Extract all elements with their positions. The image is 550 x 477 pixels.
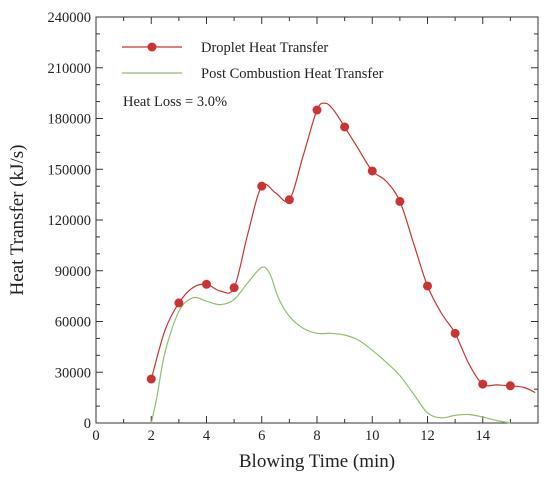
droplet-point <box>257 181 267 191</box>
droplet-point <box>395 196 405 206</box>
x-tick-label: 6 <box>258 428 265 444</box>
droplet-point <box>312 105 322 115</box>
x-tick-label: 14 <box>476 428 491 444</box>
droplet-point <box>340 122 350 132</box>
legend-marker-droplet <box>147 42 157 52</box>
y-tick-label: 60000 <box>55 315 91 331</box>
x-tick-label: 4 <box>203 428 211 444</box>
y-tick-label: 240000 <box>48 10 92 26</box>
y-tick-label: 150000 <box>48 162 92 178</box>
y-tick-label: 90000 <box>55 264 91 280</box>
y-tick-label: 210000 <box>48 61 92 77</box>
legend-label-post-combustion: Post Combustion Heat Transfer <box>201 66 384 82</box>
series-line-post-combustion <box>150 266 511 424</box>
axis-ticks <box>95 16 539 424</box>
droplet-point <box>284 195 294 205</box>
tick-labels: 0 2 4 6 8 10 12 14 0 30000 60000 90000 120000 150000 1… <box>48 10 491 444</box>
series-line-droplet <box>150 102 536 394</box>
droplet-point <box>450 328 460 338</box>
legend-label-droplet: Droplet Heat Transfer <box>201 40 328 56</box>
y-tick-label: 120000 <box>48 213 92 229</box>
y-axis-label: Heat Transfer (kJ/s) <box>7 145 28 296</box>
droplet-point <box>505 381 515 391</box>
y-tick-label: 0 <box>84 416 91 432</box>
heat-loss-annotation: Heat Loss = 3.0% <box>123 94 227 110</box>
x-tick-label: 8 <box>313 428 320 444</box>
droplet-point <box>146 374 156 384</box>
x-tick-label: 10 <box>365 428 380 444</box>
legend: Droplet Heat Transfer Post Combustion He… <box>122 40 384 82</box>
droplet-point <box>423 281 432 291</box>
y-tick-label: 180000 <box>48 112 92 128</box>
droplet-point <box>229 283 239 293</box>
x-tick-label: 12 <box>420 428 435 444</box>
x-tick-label: 2 <box>148 428 155 444</box>
droplet-point <box>478 379 488 389</box>
y-tick-label: 30000 <box>55 365 91 381</box>
x-tick-label: 0 <box>92 428 99 444</box>
series-markers <box>146 105 515 391</box>
droplet-point <box>367 166 377 176</box>
series-lines <box>150 102 536 424</box>
x-axis-label: Blowing Time (min) <box>239 451 395 472</box>
droplet-point <box>174 298 184 308</box>
droplet-point <box>202 279 211 289</box>
